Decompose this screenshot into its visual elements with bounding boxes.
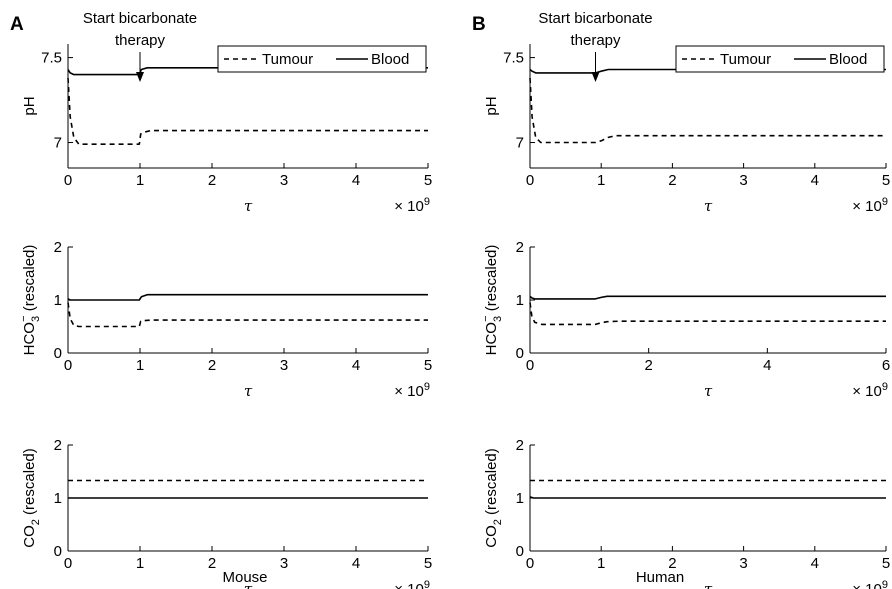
x-tick-label: 3	[280, 555, 288, 572]
panel-b-co2: 0 1 2 3 4 5 0 1 2 τ × 109 CO2 (rescaled)	[483, 437, 890, 589]
x-tick-label: 0	[64, 172, 72, 189]
x-axis-title: τ	[244, 382, 253, 400]
panel-letter: A	[10, 14, 24, 35]
x-tick-label: 1	[136, 172, 144, 189]
y-tick-label: 1	[516, 292, 524, 309]
x-tick-label: 0	[526, 357, 534, 374]
panel-b-hco3: 0 2 4 6 0 1 2 τ × 109 HCO3− (rescaled)	[480, 239, 890, 400]
y-tick-label: 2	[516, 239, 524, 256]
x-tick-label: 1	[136, 555, 144, 572]
x-axis-multiplier: × 109	[394, 381, 430, 400]
x-tick-label: 1	[136, 357, 144, 374]
x-tick-label: 4	[352, 357, 360, 374]
x-tick-label: 1	[597, 555, 605, 572]
x-axis-title: τ	[704, 197, 713, 215]
y-tick-label: 0	[54, 345, 62, 362]
panel-a-co2: 0 1 2 3 4 5 0 1 2 τ × 109 CO2 (rescaled)	[21, 437, 432, 589]
panel-a-hco3: 0 1 2 3 4 5 0 1 2 τ × 109 HCO3− (rescaled)	[18, 239, 432, 400]
x-tick-label: 1	[597, 172, 605, 189]
x-tick-label: 5	[424, 357, 432, 374]
x-tick-label: 2	[668, 555, 676, 572]
y-tick-label: 2	[516, 437, 524, 454]
x-tick-label: 6	[882, 357, 890, 374]
x-tick-label: 4	[352, 172, 360, 189]
x-tick-label: 3	[280, 357, 288, 374]
y-tick-label: 1	[516, 490, 524, 507]
legend-label-tumour: Tumour	[262, 51, 313, 68]
x-tick-label: 4	[763, 357, 771, 374]
y-tick-label: 7	[516, 135, 524, 152]
annotation-arrow-head	[591, 72, 600, 82]
y-tick-label: 7.5	[503, 50, 524, 67]
x-tick-label: 5	[424, 555, 432, 572]
x-tick-label: 2	[644, 357, 652, 374]
x-axis-multiplier: × 109	[852, 579, 888, 589]
x-axis-title: τ	[244, 197, 253, 215]
y-tick-label: 7	[54, 135, 62, 152]
y-tick-label: 0	[516, 543, 524, 560]
x-tick-label: 2	[208, 357, 216, 374]
y-axis-title: HCO3− (rescaled)	[480, 245, 504, 356]
series-line-tumour	[67, 302, 428, 328]
footer-label-mouse: Mouse	[222, 569, 267, 586]
x-tick-label: 0	[526, 555, 534, 572]
x-tick-label: 0	[64, 357, 72, 374]
panel-a-ph: 0 1 2 3 4 5 7 7.5 τ × 109 pH A Start bicarbonate ther…	[10, 10, 432, 215]
x-tick-label: 2	[668, 172, 676, 189]
series-line-tumour	[67, 77, 428, 145]
legend-label-tumour: Tumour	[720, 51, 771, 68]
annotation-line1: Start bicarbonate	[538, 10, 652, 27]
x-tick-label: 3	[739, 172, 747, 189]
x-tick-label: 4	[811, 555, 819, 572]
y-tick-label: 2	[54, 239, 62, 256]
x-axis-title: τ	[704, 382, 713, 400]
y-tick-label: 7.5	[41, 50, 62, 67]
x-tick-label: 5	[424, 172, 432, 189]
plots-layer: 0 1 2 3 4 5 7 7.5 τ × 109 pH A Start bicarbonate ther…	[10, 10, 890, 589]
x-axis-multiplier: × 109	[852, 196, 888, 215]
x-tick-label: 3	[280, 172, 288, 189]
annotation-line2: therapy	[570, 32, 621, 49]
x-tick-label: 5	[882, 172, 890, 189]
legend-label-blood: Blood	[371, 51, 409, 68]
footer-label-human: Human	[636, 569, 684, 586]
legend-label-blood: Blood	[829, 51, 867, 68]
series-line-blood	[67, 293, 428, 301]
y-axis-title: pH	[483, 96, 500, 115]
series-line-blood	[529, 496, 886, 499]
annotation-line2: therapy	[115, 32, 166, 49]
x-tick-label: 4	[811, 172, 819, 189]
x-axis-multiplier: × 109	[852, 381, 888, 400]
y-axis-title: CO2 (rescaled)	[21, 448, 42, 547]
x-tick-label: 5	[882, 555, 890, 572]
y-tick-label: 0	[54, 543, 62, 560]
panel-b-ph: 0 1 2 3 4 5 7 7.5 τ × 109 pH B Start bicarbonate ther…	[472, 10, 890, 215]
x-tick-label: 3	[739, 555, 747, 572]
y-axis-title: HCO3− (rescaled)	[18, 245, 42, 356]
x-axis-title: τ	[244, 580, 253, 589]
series-line-tumour	[529, 77, 886, 144]
x-tick-label: 2	[208, 555, 216, 572]
y-axis-title: CO2 (rescaled)	[483, 448, 504, 547]
y-tick-label: 1	[54, 292, 62, 309]
x-tick-label: 2	[208, 172, 216, 189]
y-tick-label: 0	[516, 345, 524, 362]
annotation-arrow-head	[136, 72, 144, 82]
x-tick-label: 4	[352, 555, 360, 572]
annotation-line1: Start bicarbonate	[83, 10, 197, 27]
y-tick-label: 2	[54, 437, 62, 454]
x-axis-title: τ	[704, 580, 713, 589]
x-axis-multiplier: × 109	[394, 579, 430, 589]
series-line-tumour	[529, 302, 886, 326]
series-line-blood	[529, 295, 886, 300]
panel-letter: B	[472, 14, 486, 35]
x-axis-multiplier: × 109	[394, 196, 430, 215]
x-tick-label: 0	[526, 172, 534, 189]
x-tick-label: 0	[64, 555, 72, 572]
y-tick-label: 1	[54, 490, 62, 507]
y-axis-title: pH	[21, 96, 38, 115]
